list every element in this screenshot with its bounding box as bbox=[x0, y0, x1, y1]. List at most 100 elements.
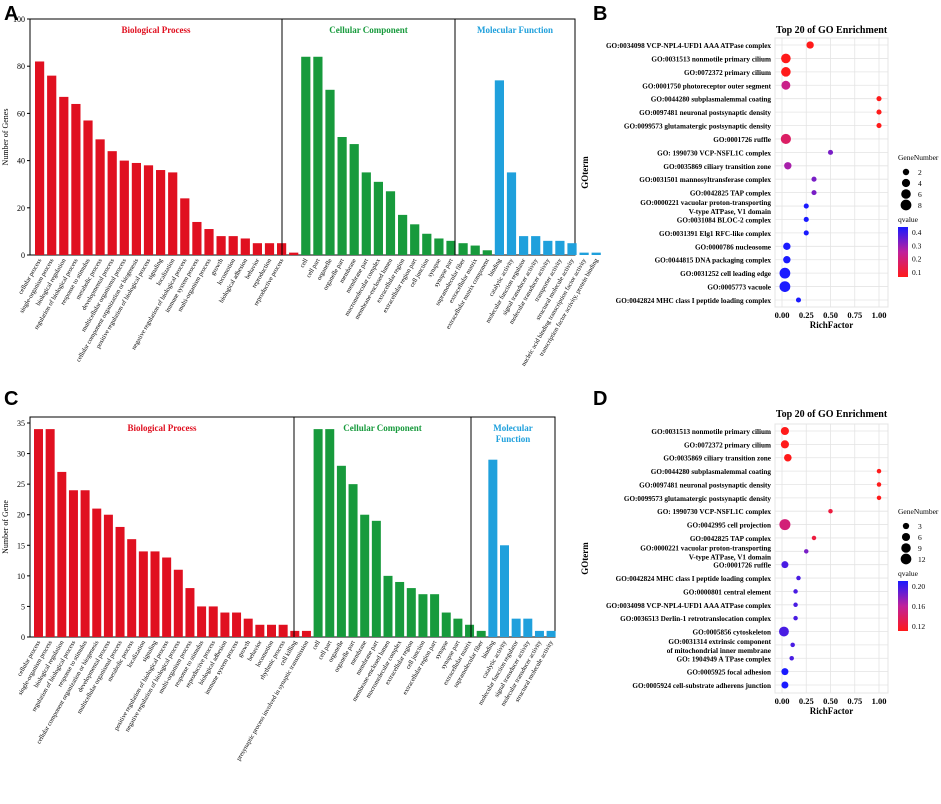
y-axis-label: GOterm bbox=[580, 542, 590, 575]
data-point bbox=[876, 468, 882, 474]
data-point bbox=[781, 53, 791, 64]
size-legend-title: GeneNumber bbox=[898, 507, 939, 516]
bar bbox=[127, 539, 137, 637]
size-legend-label: 9 bbox=[918, 544, 922, 553]
bar bbox=[59, 96, 69, 255]
y-term-label: GO:0035869 ciliary transition zone bbox=[663, 163, 771, 171]
panel-letter: C bbox=[4, 388, 18, 410]
y-term-label: GO:0005773 vacuole bbox=[707, 284, 771, 292]
x-tick-label: 1.00 bbox=[872, 696, 887, 706]
bar bbox=[555, 240, 565, 255]
size-legend-label: 4 bbox=[918, 179, 922, 188]
x-tick-label: cell bbox=[299, 257, 310, 269]
y-term-label: GO:0044815 DNA packaging complex bbox=[655, 257, 772, 265]
bar bbox=[360, 514, 370, 637]
bar bbox=[228, 236, 238, 255]
bar bbox=[325, 89, 335, 255]
bar bbox=[325, 429, 335, 637]
bar bbox=[192, 221, 202, 255]
size-legend-dot bbox=[901, 189, 911, 199]
bar bbox=[336, 465, 346, 637]
y-tick-label: 30 bbox=[17, 450, 25, 459]
bar bbox=[441, 612, 451, 637]
y-term-label: GO:0042825 TAP complex bbox=[690, 190, 772, 198]
bar bbox=[591, 252, 601, 255]
data-point bbox=[784, 162, 792, 170]
bar bbox=[385, 191, 396, 255]
bar bbox=[35, 61, 45, 256]
bar bbox=[348, 484, 358, 637]
y-tick-label: 5 bbox=[21, 602, 25, 611]
y-term-label: GO:0031513 nonmotile primary cilium bbox=[651, 428, 771, 436]
y-term-label: GO:0099573 glutamatergic postsynaptic de… bbox=[624, 495, 772, 503]
data-point bbox=[793, 602, 798, 608]
size-legend-dot bbox=[901, 178, 911, 188]
bar bbox=[80, 490, 90, 637]
y-term-label: GO:0001726 ruffle bbox=[713, 136, 771, 144]
color-legend-label: 0.4 bbox=[912, 228, 922, 237]
panel-letter: D bbox=[593, 388, 607, 410]
data-point bbox=[780, 440, 789, 449]
bar bbox=[395, 581, 405, 637]
panel-d-enrichment-scatter: D Top 20 of GO Enrichment 0.00 0.25 0.50 0.75… bbox=[580, 388, 939, 716]
bar bbox=[488, 459, 498, 637]
bar bbox=[168, 172, 178, 255]
bar bbox=[290, 630, 300, 637]
y-term-label: GO:0000801 central element bbox=[683, 588, 771, 596]
data-point bbox=[781, 561, 789, 569]
y-axis-label: Number of Genes bbox=[1, 109, 10, 166]
size-legend-label: 6 bbox=[918, 533, 922, 542]
color-legend-label: 0.12 bbox=[912, 622, 925, 631]
y-term-label: GO: 1990730 VCP-NSFL1C complex bbox=[657, 508, 771, 516]
size-legend-label: 8 bbox=[918, 201, 922, 210]
bar bbox=[92, 508, 102, 637]
bar bbox=[398, 214, 408, 255]
bar bbox=[519, 236, 529, 255]
data-point bbox=[795, 297, 802, 303]
y-tick-label: 0 bbox=[21, 251, 25, 260]
size-legend-label: 6 bbox=[918, 190, 922, 199]
bar bbox=[45, 429, 55, 637]
bar bbox=[470, 245, 480, 255]
section-title: Biological Process bbox=[121, 25, 191, 35]
y-tick-label: 40 bbox=[17, 157, 25, 166]
x-tick-label: 0.50 bbox=[823, 310, 838, 320]
bar bbox=[103, 514, 113, 637]
data-point bbox=[778, 626, 789, 637]
data-point bbox=[779, 519, 791, 531]
color-legend-label: 0.1 bbox=[912, 268, 922, 277]
section-title: Function bbox=[496, 434, 531, 444]
panel-letter: B bbox=[593, 3, 607, 25]
bar bbox=[289, 252, 299, 255]
y-term-label: V-type ATPase, V1 domain bbox=[689, 553, 771, 561]
bar bbox=[278, 624, 288, 637]
bar bbox=[410, 224, 420, 255]
bar bbox=[180, 198, 190, 255]
data-point bbox=[803, 203, 809, 209]
y-tick-label: 15 bbox=[17, 541, 25, 550]
y-term-label: GO:0000221 vacuolar proton-transporting bbox=[640, 199, 771, 207]
size-legend-label: 12 bbox=[918, 555, 926, 564]
bar bbox=[267, 624, 276, 637]
color-legend-title: qvalue bbox=[898, 569, 919, 578]
bar bbox=[494, 80, 504, 255]
chart-title: Top 20 of GO Enrichment bbox=[776, 25, 888, 36]
data-point bbox=[789, 656, 794, 661]
data-point bbox=[780, 133, 791, 145]
bar bbox=[264, 243, 275, 255]
bar bbox=[313, 56, 323, 256]
y-term-label: GO:0042824 MHC class I peptide loading c… bbox=[616, 575, 772, 583]
y-term-label: GO:0072372 primary cilium bbox=[684, 441, 771, 449]
bar bbox=[465, 624, 475, 637]
color-legend-label: 0.2 bbox=[912, 255, 922, 264]
y-term-label: GO:0005925 focal adhesion bbox=[687, 669, 771, 677]
bar bbox=[500, 545, 509, 637]
bar bbox=[534, 630, 544, 637]
data-point bbox=[781, 80, 791, 90]
color-legend-bar bbox=[898, 581, 908, 631]
data-point bbox=[781, 668, 789, 676]
bar bbox=[208, 606, 218, 637]
y-term-label: GO:0034098 VCP-NPL4-UFD1 AAA ATPase comp… bbox=[606, 602, 771, 610]
bar bbox=[446, 240, 456, 255]
y-term-label: GO:0097481 neuronal postsynaptic density bbox=[639, 481, 771, 489]
